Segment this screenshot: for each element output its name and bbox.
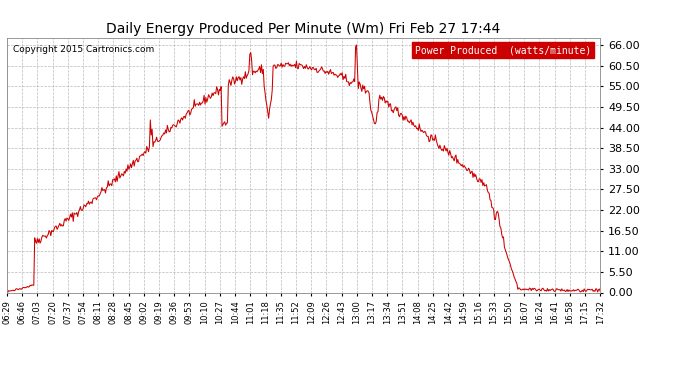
Text: Copyright 2015 Cartronics.com: Copyright 2015 Cartronics.com: [13, 45, 154, 54]
Title: Daily Energy Produced Per Minute (Wm) Fri Feb 27 17:44: Daily Energy Produced Per Minute (Wm) Fr…: [106, 22, 501, 36]
Text: Power Produced  (watts/minute): Power Produced (watts/minute): [415, 45, 591, 55]
